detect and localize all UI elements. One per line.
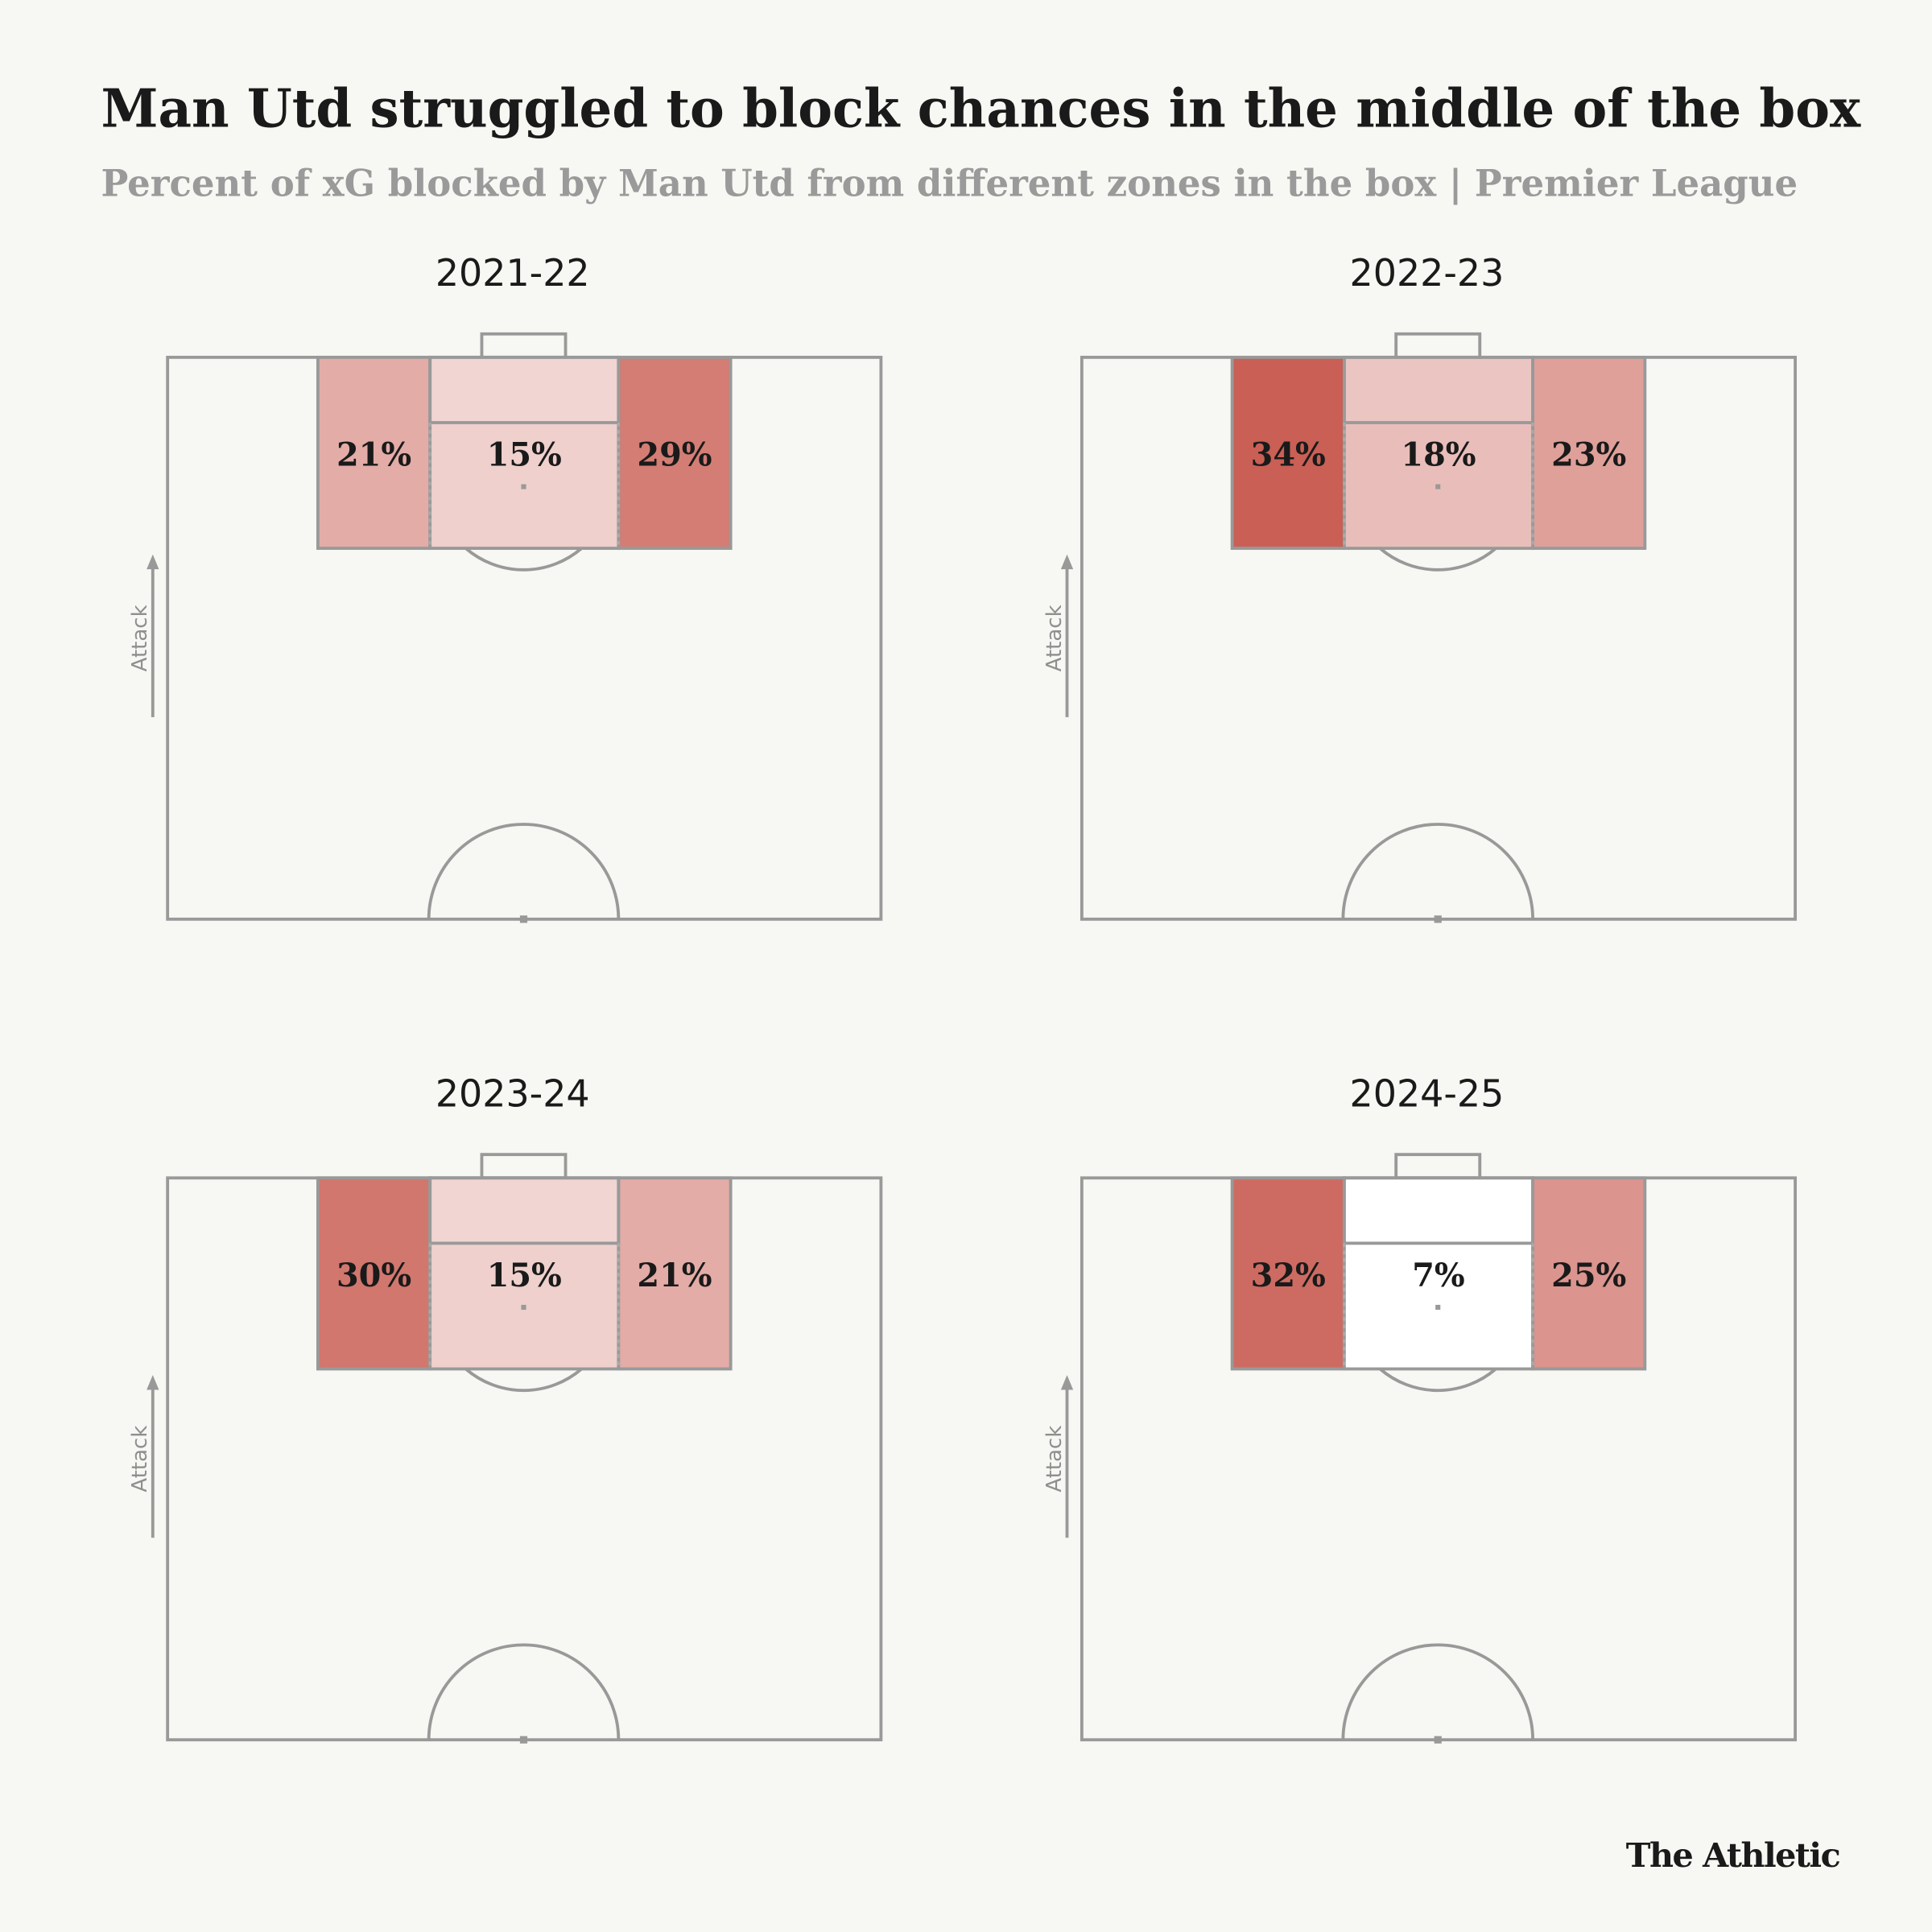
six-yard-box: [428, 1176, 621, 1245]
value-label: 30%: [336, 1257, 411, 1294]
value-label: 7%: [1412, 1257, 1464, 1294]
zone: [428, 355, 621, 551]
center-circle: [1341, 1643, 1534, 1740]
d-arc: [464, 1368, 583, 1393]
center-spot: [1434, 1736, 1442, 1744]
zone: [617, 355, 733, 551]
zone: [316, 355, 432, 551]
panel-title: 2022-23: [1350, 251, 1505, 295]
penalty-spot: [521, 1304, 526, 1311]
zone: [1531, 1176, 1647, 1371]
value-label: 18%: [1401, 437, 1476, 474]
zone: [1230, 355, 1346, 551]
panel-title: 2021-22: [436, 251, 590, 295]
attack-arrowhead: [147, 554, 159, 570]
penalty-spot: [1435, 1304, 1441, 1311]
pitch-panel: 2024-25 32% 7% 25% Attack: [1042, 1071, 1798, 1744]
zone: [428, 1176, 621, 1371]
value-label: 15%: [487, 1257, 562, 1294]
penalty-spot: [521, 484, 526, 489]
pitch-panel: 2023-24 30% 15% 21% Attack: [128, 1071, 883, 1744]
attack-label: Attack: [1042, 1426, 1067, 1492]
center-spot: [519, 1736, 528, 1744]
pitch-panel: 2021-22 21% 15% 29% Attack: [128, 251, 883, 923]
value-label: 34%: [1251, 437, 1326, 474]
panel-title: 2024-25: [1350, 1071, 1505, 1115]
d-arc: [464, 547, 583, 572]
center-circle: [1341, 823, 1534, 919]
attack-arrowhead: [147, 1375, 159, 1390]
value-label: 25%: [1551, 1257, 1626, 1294]
center-circle: [427, 823, 621, 919]
value-label: 32%: [1251, 1257, 1326, 1294]
center-spot: [519, 915, 528, 923]
center-spot: [1434, 915, 1442, 923]
panel-title: 2023-24: [436, 1071, 590, 1115]
attack-label: Attack: [1042, 605, 1067, 671]
pitch-panel: 2022-23 34% 18% 23% Attack: [1042, 251, 1798, 923]
d-arc: [1379, 1368, 1497, 1393]
zone: [1230, 1176, 1346, 1371]
value-label: 23%: [1551, 437, 1626, 474]
source-logo: The Athletic: [1626, 1835, 1840, 1875]
attack-label: Attack: [128, 605, 152, 671]
six-yard-box: [1342, 1176, 1534, 1245]
chart-title: Man Utd struggled to block chances in th…: [101, 77, 1861, 140]
value-label: 21%: [637, 1257, 712, 1294]
attack-label: Attack: [128, 1426, 152, 1492]
zone: [617, 1176, 733, 1371]
d-arc: [1379, 547, 1497, 572]
six-yard-box: [428, 355, 621, 424]
value-label: 21%: [336, 437, 411, 474]
penalty-spot: [1435, 484, 1441, 489]
six-yard-box: [1342, 355, 1534, 424]
value-label: 29%: [637, 437, 712, 474]
attack-arrowhead: [1060, 1375, 1074, 1390]
attack-arrowhead: [1060, 554, 1074, 570]
chart-subtitle: Percent of xG blocked by Man Utd from di…: [101, 161, 1798, 204]
value-label: 15%: [487, 437, 562, 474]
center-circle: [427, 1643, 621, 1740]
zone: [1342, 355, 1534, 551]
zone: [1531, 355, 1647, 551]
